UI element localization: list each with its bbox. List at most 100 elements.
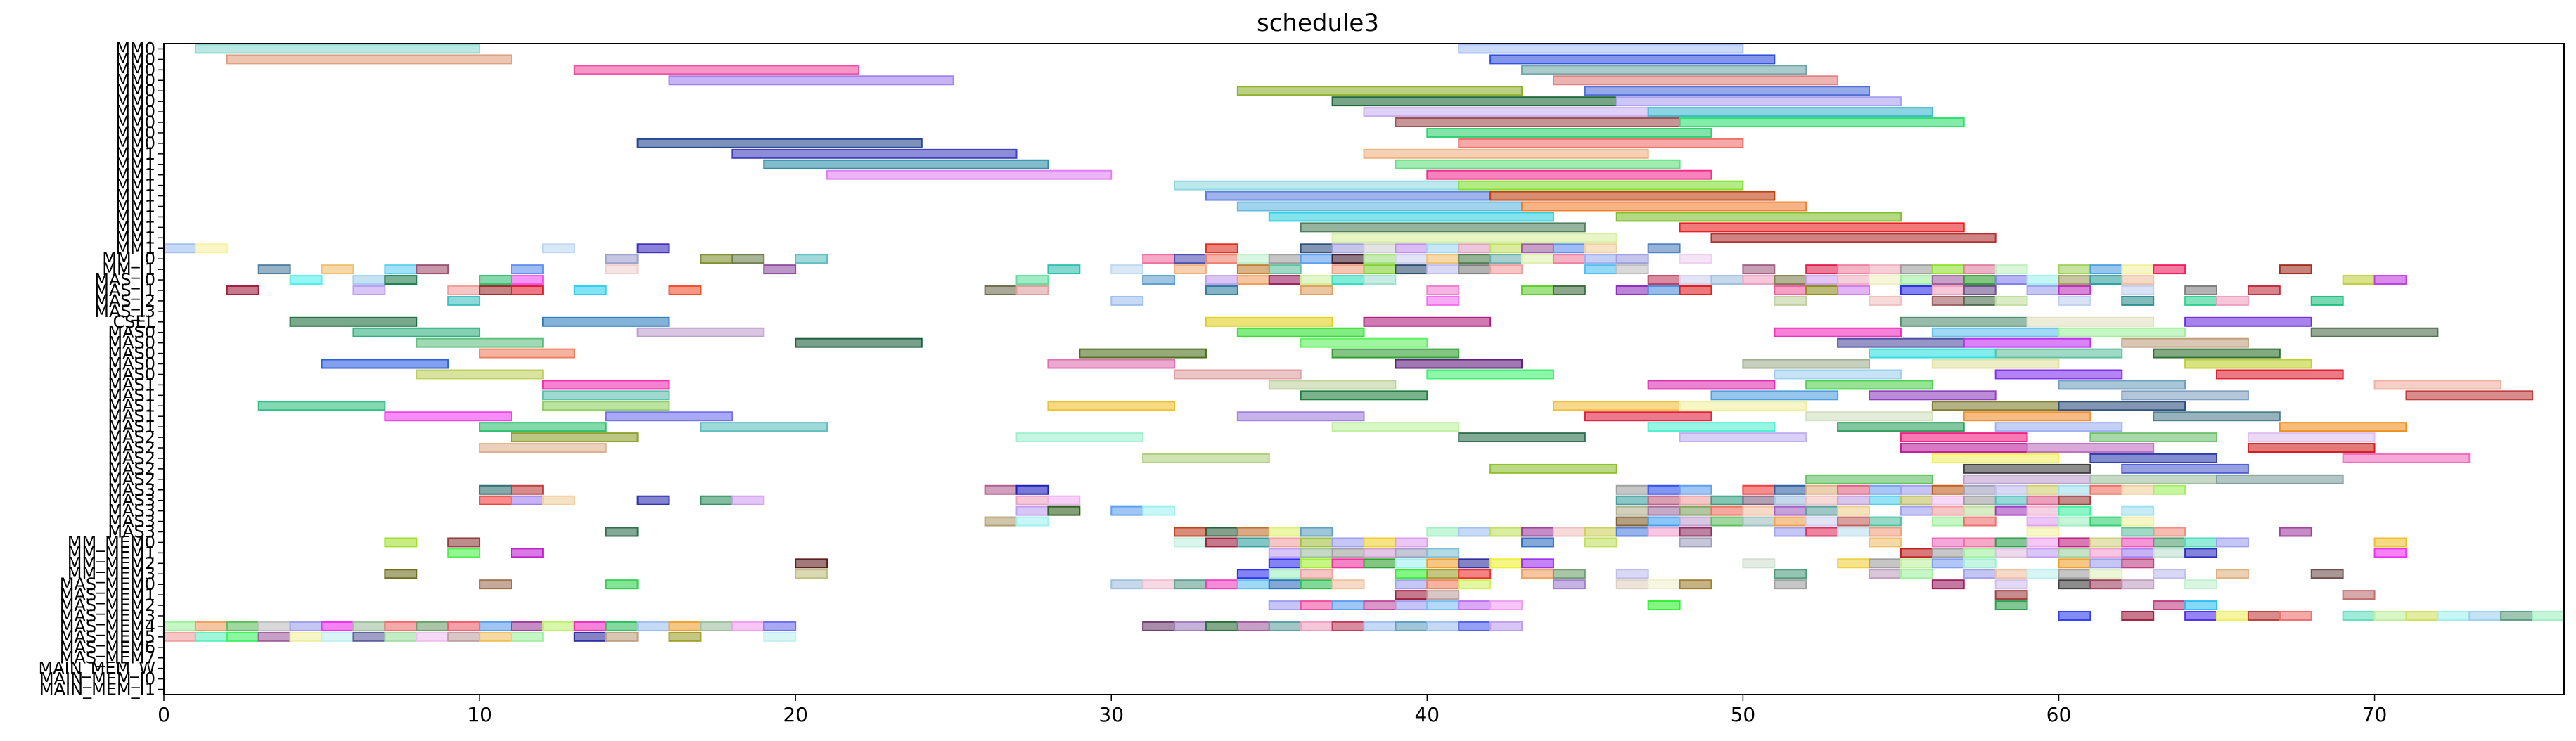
task-bar [605, 621, 639, 631]
y-tick-labels: MM0MM0MM0MM0MM0MM0MM0MM0MM0MM0MM1MM1MM1M… [39, 39, 164, 700]
task-bar [2184, 600, 2218, 611]
task-bar [1994, 369, 2123, 380]
task-bar [1931, 558, 1965, 569]
task-bar [1300, 390, 1428, 401]
task-bar [1963, 295, 1997, 306]
task-bar [1458, 180, 1744, 191]
task-bar [2121, 516, 2155, 527]
task-bar [542, 401, 670, 411]
task-bar [1268, 558, 1302, 569]
task-bar [1015, 495, 1049, 505]
task-bar [1647, 243, 1681, 254]
task-bar [1521, 537, 1554, 548]
task-bar [1489, 264, 1523, 275]
task-bar [1899, 569, 1933, 579]
task-bar [2026, 275, 2060, 285]
y-tick-label: MM0 [115, 134, 155, 153]
task-bar [2500, 611, 2534, 621]
task-bar [1963, 337, 2091, 348]
task-bar [1931, 359, 2060, 369]
task-bar [2216, 537, 2249, 548]
y-tick-label: MAS_I0 [94, 270, 155, 290]
task-bar [1236, 527, 1270, 537]
task-bar [447, 631, 481, 642]
task-bar [384, 275, 418, 285]
task-bar [1869, 275, 1902, 285]
task-bar [163, 621, 196, 631]
task-bar [510, 631, 544, 642]
y-tick-label: MAS3 [108, 522, 155, 542]
task-bar [1647, 505, 1681, 516]
task-bar [2089, 432, 2218, 443]
task-bar [2058, 327, 2186, 337]
task-bar [1142, 579, 1176, 590]
task-bar [1236, 579, 1270, 590]
y-tick-label: MM1 [115, 197, 155, 217]
y-tick-label: MM_MEM0 [68, 532, 155, 552]
task-bar [1899, 264, 1933, 275]
task-bar [605, 579, 639, 590]
task-bar [479, 621, 512, 631]
task-bar [1774, 484, 1807, 495]
task-bar [542, 495, 575, 505]
task-bar [289, 631, 323, 642]
task-bar [2342, 453, 2471, 463]
bars-layer [163, 44, 2565, 642]
task-bar [573, 621, 607, 631]
task-bar [1331, 548, 1365, 558]
task-bar [1426, 527, 1460, 537]
y-tick-label: MAS_MEM7 [60, 648, 155, 668]
task-bar [2058, 548, 2091, 558]
y-tick-label: MM1 [115, 238, 155, 258]
task-bar [1489, 243, 1523, 254]
task-bar [1931, 453, 2060, 463]
task-bar [2153, 548, 2186, 558]
task-bar [636, 243, 670, 254]
y-tick-label: MM0 [115, 81, 155, 101]
task-bar [1774, 505, 1807, 516]
task-bar [1458, 579, 1492, 590]
task-bar [1236, 621, 1270, 631]
task-bar [1899, 505, 1933, 516]
task-bar [2026, 316, 2155, 327]
task-bar [1774, 275, 1807, 285]
task-bar [1837, 285, 1871, 295]
task-bar [1679, 285, 1712, 295]
task-bar [2184, 548, 2218, 558]
task-bar [1458, 527, 1492, 537]
task-bar [1300, 527, 1333, 537]
task-bar [1015, 505, 1049, 516]
task-bar [1869, 484, 1902, 495]
task-bar [2058, 295, 2091, 306]
task-bar [1869, 537, 1902, 548]
y-tick-label: MAS3 [108, 480, 155, 500]
y-tick-label: MM0 [115, 39, 155, 58]
task-bar [1300, 254, 1333, 264]
y-tick-label: MAS_I1 [94, 281, 155, 300]
task-bar [1899, 495, 1933, 505]
task-bar [1458, 243, 1492, 254]
task-bar [1805, 380, 1933, 390]
y-tick-label: MM_MEM2 [68, 553, 155, 573]
task-bar [194, 44, 481, 54]
task-bar [984, 285, 1018, 295]
y-tick-label: MAS_MEM0 [60, 574, 155, 594]
task-bar [1584, 243, 1617, 254]
task-bar [447, 621, 481, 631]
task-bar [1236, 569, 1270, 579]
task-bar [1647, 579, 1681, 590]
task-bar [1837, 516, 1871, 527]
task-bar [1805, 474, 1933, 484]
task-bar [2184, 295, 2218, 306]
task-bar [2184, 285, 2218, 295]
task-bar [1615, 579, 1649, 590]
y-tick-label: MAS0 [108, 364, 155, 384]
task-bar [1615, 264, 1649, 275]
task-bar [2121, 611, 2155, 621]
task-bar [1268, 621, 1302, 631]
task-bar [1647, 285, 1681, 295]
task-bar [1047, 495, 1081, 505]
task-bar [1869, 495, 1902, 505]
task-bar [2216, 295, 2249, 306]
task-bar [2026, 285, 2060, 295]
